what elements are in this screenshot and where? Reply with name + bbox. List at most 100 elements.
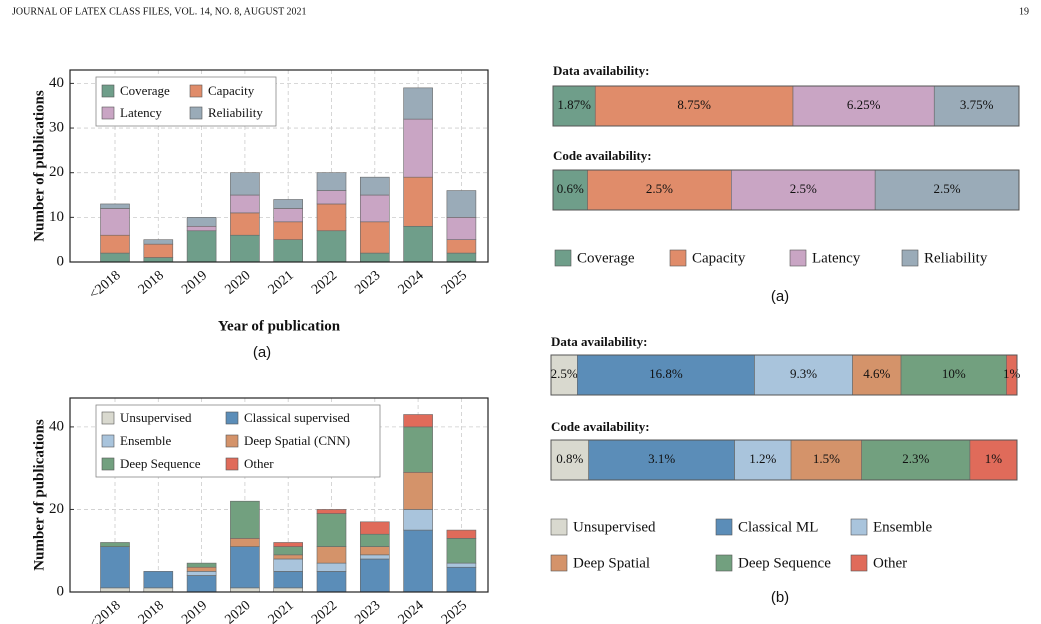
value-label: 0.6% bbox=[557, 181, 584, 196]
bar-segment bbox=[874, 169, 1020, 211]
bar-segment bbox=[273, 239, 304, 263]
caption: (b) bbox=[771, 589, 789, 606]
bar-frame bbox=[552, 85, 1020, 127]
bar-segment bbox=[446, 239, 477, 254]
legend-label: Other bbox=[873, 555, 907, 571]
legend-swatch bbox=[101, 434, 115, 448]
bar-segment bbox=[359, 221, 390, 254]
bar-segment bbox=[359, 521, 390, 535]
value-label: 6.25% bbox=[847, 97, 881, 112]
value-label: 3.75% bbox=[960, 97, 994, 112]
bar-segment bbox=[754, 354, 853, 396]
bar-segment bbox=[594, 85, 794, 127]
x-tick-label: 2021 bbox=[266, 598, 297, 624]
bar-segment bbox=[359, 533, 390, 547]
y-tick-label: 0 bbox=[57, 583, 65, 599]
value-label: 1% bbox=[985, 451, 1003, 466]
bar-segment bbox=[273, 542, 304, 547]
bar-segment bbox=[403, 471, 433, 510]
legend-label: Coverage bbox=[577, 250, 635, 266]
x-tick-label: 2023 bbox=[352, 268, 383, 297]
bar-segment bbox=[186, 217, 217, 227]
y-tick-label: 40 bbox=[49, 418, 64, 434]
legend-label: Reliability bbox=[208, 105, 263, 120]
bar-segment bbox=[100, 234, 130, 254]
y-tick-label: 20 bbox=[49, 501, 64, 517]
x-tick-label: 2018 bbox=[136, 598, 167, 624]
legend-label: Ensemble bbox=[873, 519, 932, 535]
value-label: 2.5% bbox=[646, 181, 673, 196]
bar-segment bbox=[230, 234, 260, 263]
x-tick-label: 2023 bbox=[352, 598, 383, 624]
bar-segment bbox=[186, 562, 217, 568]
legend-label: Deep Spatial (CNN) bbox=[244, 433, 350, 448]
bar-segment bbox=[969, 439, 1018, 481]
bar-segment bbox=[143, 239, 174, 245]
bar-segment bbox=[316, 562, 347, 572]
legend-swatch bbox=[101, 106, 115, 120]
legend-label: Latency bbox=[120, 105, 162, 120]
bar-segment bbox=[403, 529, 433, 593]
legend-label: Unsupervised bbox=[573, 519, 656, 535]
legend-swatch bbox=[189, 84, 203, 98]
bar-segment bbox=[446, 190, 477, 218]
bar-segment bbox=[861, 439, 971, 481]
legend-swatch bbox=[669, 249, 687, 267]
value-label: 1.87% bbox=[557, 97, 591, 112]
bar-segment bbox=[316, 172, 347, 191]
y-tick-label: 0 bbox=[57, 253, 65, 269]
bar-segment bbox=[230, 172, 260, 196]
bar-segment bbox=[230, 194, 260, 214]
legend-label: Coverage bbox=[120, 83, 170, 98]
x-axis-label: Year of publication bbox=[218, 318, 341, 334]
legend-label: Other bbox=[244, 456, 274, 471]
row-title: Data availability: bbox=[553, 63, 649, 78]
bar-segment bbox=[316, 546, 347, 564]
legend-label: Capacity bbox=[208, 83, 255, 98]
x-tick-label: 2024 bbox=[396, 598, 427, 624]
bar-segment bbox=[143, 243, 174, 258]
bar-segment bbox=[316, 230, 347, 263]
bar-segment bbox=[186, 575, 217, 593]
legend-swatch bbox=[101, 411, 115, 425]
bar-segment bbox=[316, 571, 347, 593]
legend-label: Deep Sequence bbox=[738, 555, 831, 571]
bar-segment bbox=[550, 354, 578, 396]
plot-frame bbox=[69, 397, 489, 593]
bar-segment bbox=[230, 587, 260, 593]
bar-segment bbox=[933, 85, 1020, 127]
page-number: 19 bbox=[1019, 6, 1029, 17]
bar-segment bbox=[446, 217, 477, 240]
legend-label: Ensemble bbox=[120, 433, 171, 448]
bar-segment bbox=[587, 169, 732, 211]
bar-segment bbox=[273, 554, 304, 560]
bar-segment bbox=[588, 439, 735, 481]
legend-swatch bbox=[901, 249, 919, 267]
legend-swatch bbox=[715, 518, 733, 536]
bar-segment bbox=[734, 439, 792, 481]
x-tick-label: <2018 bbox=[86, 598, 123, 624]
x-tick-label: 2024 bbox=[396, 268, 427, 297]
x-tick-label: 2020 bbox=[222, 268, 253, 297]
legend-label: Capacity bbox=[692, 250, 746, 266]
bar-segment bbox=[403, 225, 433, 263]
bar-segment bbox=[316, 509, 347, 514]
bar-frame bbox=[550, 354, 1018, 396]
bar-frame bbox=[550, 439, 1018, 481]
caption: (a) bbox=[253, 344, 271, 361]
legend-swatch bbox=[554, 249, 572, 267]
value-label: 10% bbox=[942, 366, 966, 381]
x-tick-label: 2025 bbox=[439, 268, 470, 297]
value-label: 16.8% bbox=[649, 366, 683, 381]
bar-segment bbox=[230, 212, 260, 236]
bar-segment bbox=[100, 203, 130, 209]
bar-segment bbox=[359, 176, 390, 196]
legend-swatch bbox=[850, 518, 868, 536]
legend-swatch bbox=[101, 457, 115, 471]
legend-label: Classical ML bbox=[738, 519, 818, 535]
x-tick-label: 2019 bbox=[179, 598, 210, 624]
caption: (a) bbox=[771, 288, 789, 305]
x-tick-label: 2021 bbox=[266, 268, 297, 297]
bar-segment bbox=[273, 546, 304, 556]
